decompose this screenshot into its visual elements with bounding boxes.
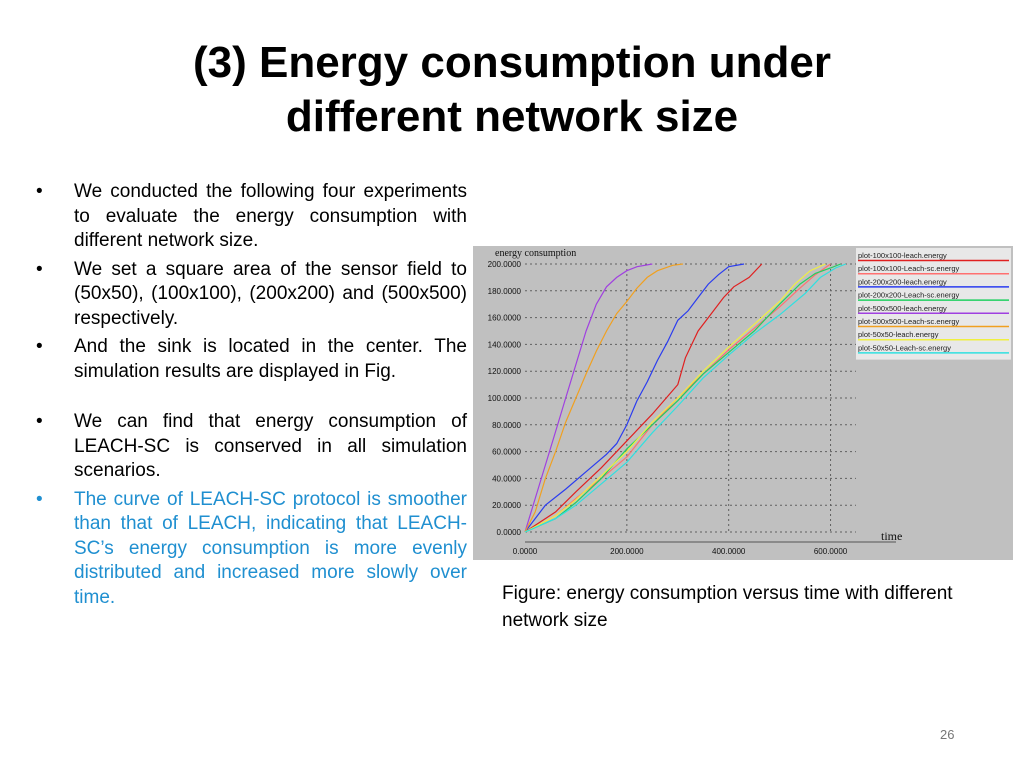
- page-number: 26: [940, 727, 955, 742]
- y-tick-label: 180.0000: [488, 287, 522, 296]
- y-tick-label: 100.0000: [488, 394, 522, 403]
- y-tick-label: 160.0000: [488, 314, 522, 323]
- bullet-dot-icon: •: [36, 411, 43, 432]
- y-tick-label: 80.0000: [492, 421, 521, 430]
- bullet-item-highlight: • The curve of LEACH-SC protocol is smoo…: [30, 488, 467, 611]
- legend-label: plot-200x200-leach.energy: [858, 277, 947, 286]
- bullet-dot-icon: •: [36, 258, 43, 280]
- series-line: [524, 263, 745, 533]
- bullet-item: • We conducted the following four experi…: [30, 180, 467, 254]
- legend-label: plot-100x100-Leach-sc.energy: [858, 264, 960, 273]
- title-line-1: (3) Energy consumption under: [192, 38, 832, 87]
- legend-label: plot-500x500-Leach-sc.energy: [858, 317, 960, 326]
- bullet-text: We can find that energy consumption of L…: [74, 411, 467, 481]
- series-line: [524, 263, 841, 533]
- x-axis-label: time: [881, 529, 902, 543]
- y-tick-label: 120.0000: [488, 367, 522, 376]
- legend-label: plot-500x500-leach.energy: [858, 304, 947, 313]
- y-axis-label: energy consumption: [495, 248, 576, 259]
- bullet-list: • We conducted the following four experi…: [30, 180, 467, 614]
- y-tick-label: 140.0000: [488, 340, 522, 349]
- bullet-item: • We set a square area of the sensor fie…: [30, 258, 467, 332]
- bullet-item: • We can find that energy consumption of…: [30, 410, 467, 484]
- x-tick-label: 600.0000: [814, 547, 848, 556]
- series-line: [524, 263, 847, 533]
- bullet-text: We set a square area of the sensor field…: [74, 258, 467, 329]
- bullet-dot-icon: •: [36, 488, 43, 510]
- bullet-dot-icon: •: [36, 336, 43, 357]
- legend-box: [856, 248, 1011, 360]
- y-tick-label: 0.0000: [497, 528, 522, 537]
- title-line-2: different network size: [285, 92, 739, 141]
- slide-title: (3) Energy consumption under different n…: [60, 36, 964, 144]
- bullet-dot-icon: •: [36, 181, 43, 202]
- y-tick-label: 20.0000: [492, 501, 521, 510]
- bullet-text: And the sink is located in the center. T…: [74, 336, 467, 382]
- legend-label: plot-50x50-leach.energy: [858, 330, 939, 339]
- series-line: [524, 263, 683, 533]
- y-tick-label: 60.0000: [492, 448, 521, 457]
- bullet-item: • And the sink is located in the center.…: [30, 335, 467, 384]
- series-line: [524, 263, 763, 533]
- legend-label: plot-200x200-Leach-sc.energy: [858, 291, 960, 300]
- energy-chart: 0.0000 20.0000 40.0000 60.0000 80.0000 100.00…: [473, 246, 1013, 560]
- series-line: [524, 263, 653, 533]
- y-tick-label: 200.0000: [488, 260, 522, 269]
- bullet-text: The curve of LEACH-SC protocol is smooth…: [74, 488, 467, 608]
- y-tick-label: 40.0000: [492, 474, 521, 483]
- x-tick-label: 200.0000: [610, 547, 644, 556]
- x-tick-label: 400.0000: [712, 547, 746, 556]
- series-line: [524, 263, 826, 533]
- legend-label: plot-50x50-Leach-sc.energy: [858, 343, 951, 352]
- legend-label: plot-100x100-leach.energy: [858, 251, 947, 260]
- bullet-text: We conducted the following four experime…: [74, 181, 467, 251]
- x-tick-label: 0.0000: [513, 547, 538, 556]
- figure-caption: Figure: energy consumption versus time w…: [502, 583, 953, 631]
